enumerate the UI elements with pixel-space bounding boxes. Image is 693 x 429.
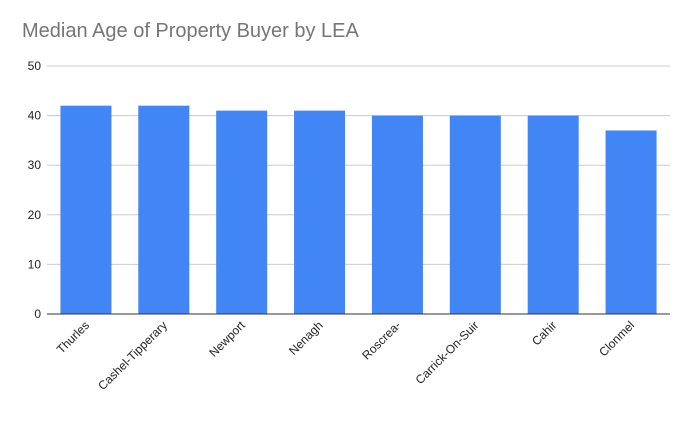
x-tick-label: Thurles bbox=[54, 318, 92, 356]
x-tick-label: Newport bbox=[206, 318, 248, 360]
x-tick-label: Clonmel bbox=[596, 318, 637, 359]
y-tick-label: 40 bbox=[28, 109, 42, 123]
x-tick-label: Nenagh bbox=[286, 318, 326, 358]
x-tick-label: Cahir bbox=[529, 318, 559, 348]
y-tick-label: 50 bbox=[28, 59, 42, 73]
y-tick-label: 20 bbox=[28, 208, 42, 222]
bar-nenagh bbox=[294, 110, 346, 314]
bar-roscrea bbox=[371, 115, 423, 314]
bar-newport bbox=[216, 110, 268, 314]
bar-cahir bbox=[527, 115, 579, 314]
x-tick-label: Carrick-On-Suir bbox=[413, 318, 482, 387]
y-tick-label: 30 bbox=[28, 158, 42, 172]
bar-clonmel bbox=[605, 130, 657, 314]
bar-thurles bbox=[60, 105, 112, 315]
bar-carrick-on-suir bbox=[449, 115, 501, 314]
y-tick-label: 0 bbox=[34, 307, 41, 321]
bar-cashel-tipperary bbox=[138, 105, 190, 315]
y-tick-label: 10 bbox=[28, 257, 42, 271]
chart-title: Median Age of Property Buyer by LEA bbox=[22, 20, 359, 42]
x-tick-label: Roscrea- bbox=[359, 318, 403, 362]
x-tick-label: Cashel-Tipperary bbox=[95, 318, 170, 393]
